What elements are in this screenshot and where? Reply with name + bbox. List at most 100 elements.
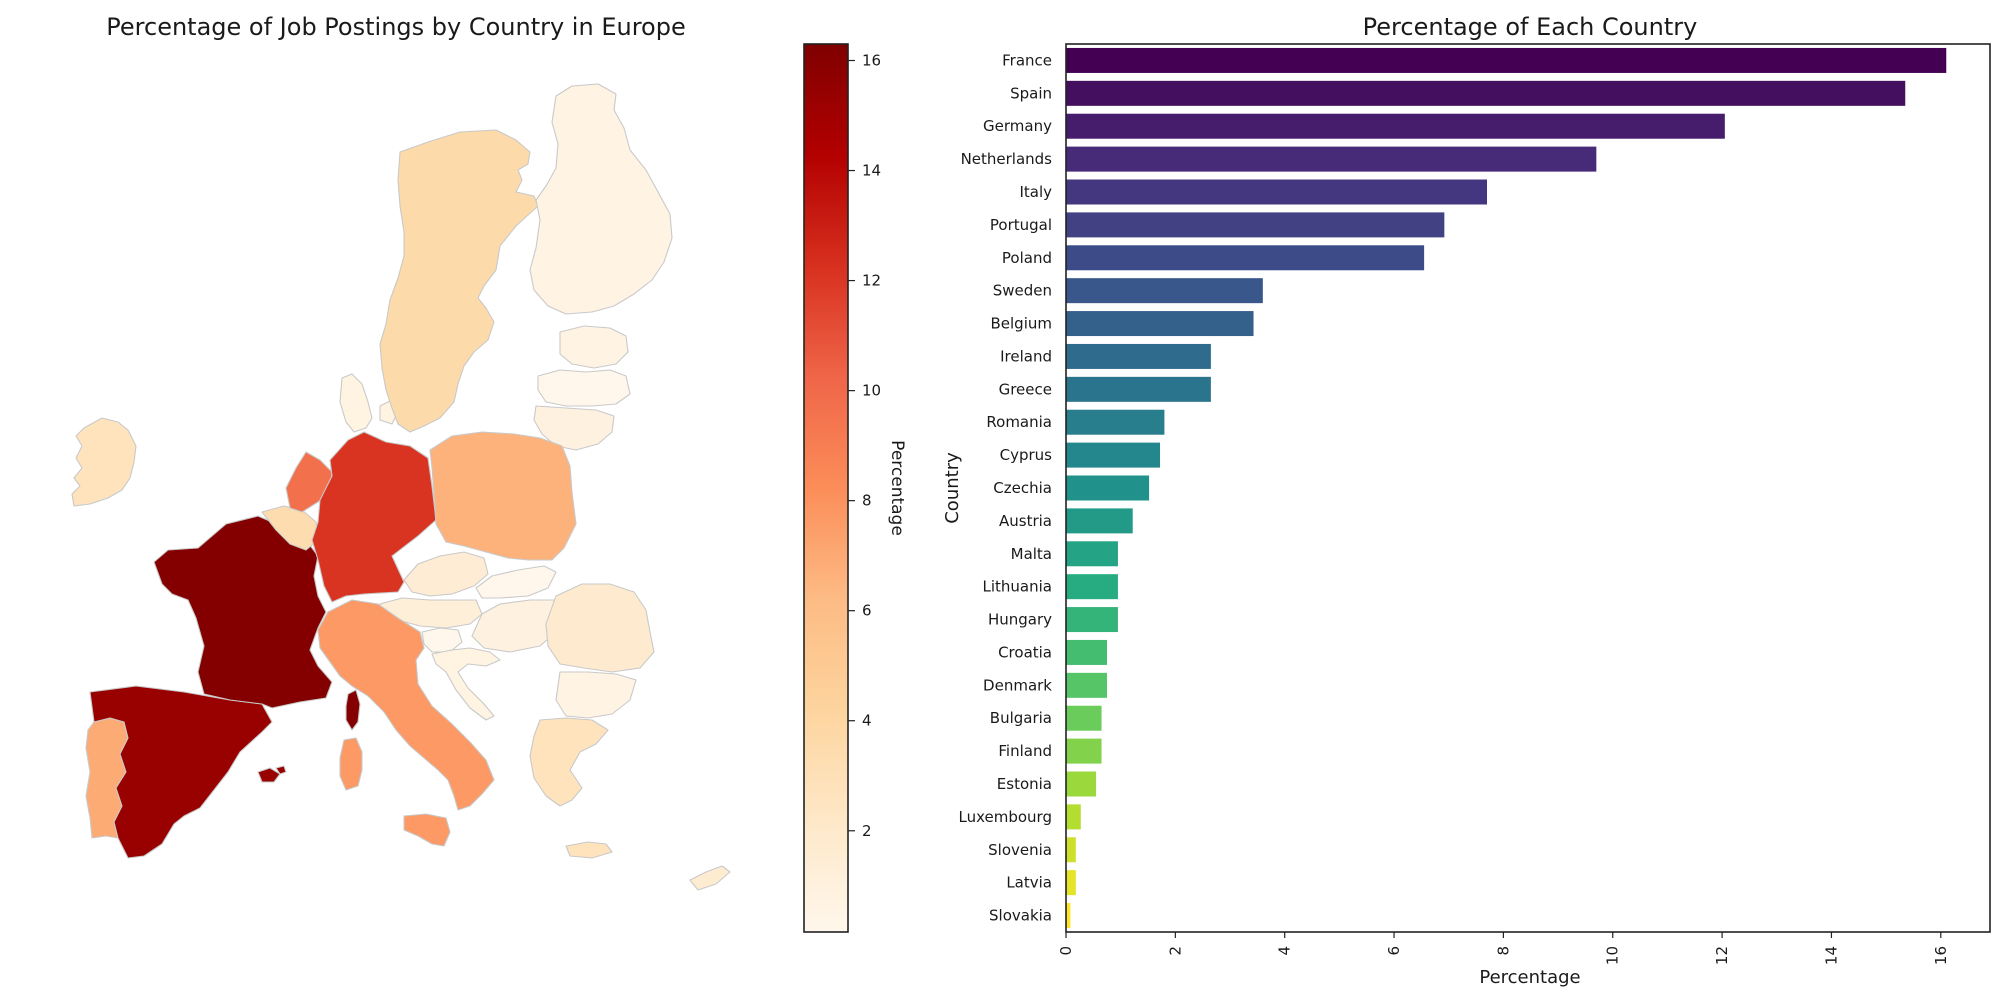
bar-category-labels: France Spain Germany Netherlands Italy Portug… [959, 51, 1053, 924]
colorbar-gradient [804, 44, 848, 932]
x-tick-label: 0 [1057, 946, 1075, 956]
region-sweden [379, 129, 539, 433]
region-finland [529, 83, 673, 315]
region-croatia [431, 647, 501, 721]
bar-series [1066, 47, 1947, 929]
bar-germany [1066, 113, 1725, 139]
bar-portugal [1066, 212, 1445, 238]
bar-france [1066, 47, 1947, 73]
category-label: Luxembourg [959, 808, 1053, 826]
bar-denmark [1066, 672, 1108, 698]
category-label: Slovakia [989, 907, 1052, 925]
x-tick-label: 16 [1932, 946, 1950, 965]
region-germany [311, 431, 437, 603]
colorbar-tick-label: 12 [862, 272, 881, 290]
region-latvia [537, 369, 631, 407]
bar-slovenia [1066, 837, 1076, 863]
category-label: Portugal [990, 216, 1052, 234]
bar-croatia [1066, 639, 1108, 665]
category-label: Slovenia [988, 841, 1052, 859]
colorbar-tick-label: 14 [862, 162, 881, 180]
category-label: France [1002, 51, 1052, 69]
category-label: Czechia [993, 479, 1052, 497]
region-italy [317, 599, 495, 811]
x-tick-label: 12 [1713, 946, 1731, 965]
category-label: Finland [998, 742, 1052, 760]
bar-luxembourg [1066, 804, 1081, 830]
bar-czechia [1066, 475, 1150, 501]
category-label: Austria [999, 512, 1052, 530]
colorbar-tick-label: 10 [862, 382, 881, 400]
category-label: Ireland [1000, 347, 1052, 365]
map-title: Percentage of Job Postings by Country in… [106, 13, 685, 41]
region-slovakia [475, 565, 557, 599]
x-tick-label: 4 [1276, 946, 1294, 956]
category-label: Sweden [993, 282, 1052, 300]
region-estonia [559, 325, 629, 369]
bar-finland [1066, 738, 1102, 764]
bar-sweden [1066, 278, 1263, 304]
x-tick-label: 6 [1385, 946, 1403, 956]
x-tick-label: 8 [1494, 946, 1512, 956]
bar-x-axis-label: Percentage [1479, 967, 1580, 988]
category-label: Hungary [988, 611, 1052, 629]
bar-netherlands [1066, 146, 1597, 172]
colorbar-tick-label: 8 [862, 492, 872, 510]
bar-austria [1066, 508, 1133, 534]
region-ireland [71, 417, 137, 507]
bar-slovakia [1066, 903, 1071, 929]
region-greece [529, 717, 613, 859]
colorbar-ticks: 2 4 6 8 10 12 14 16 [848, 52, 881, 840]
bar-poland [1066, 245, 1425, 271]
category-label: Romania [986, 413, 1052, 431]
bar-panel: Percentage of Each Country France Spain Ge… [942, 13, 1991, 988]
colorbar-tick-label: 4 [862, 712, 872, 730]
x-tick-label: 10 [1604, 946, 1622, 965]
bar-greece [1066, 376, 1211, 402]
bar-romania [1066, 409, 1165, 435]
bar-title: Percentage of Each Country [1363, 13, 1698, 41]
region-romania [545, 583, 655, 673]
category-label: Croatia [998, 643, 1052, 661]
category-label: Estonia [997, 775, 1052, 793]
category-label: Greece [999, 380, 1052, 398]
category-label: Bulgaria [990, 709, 1052, 727]
bar-lithuania [1066, 574, 1118, 600]
bar-italy [1066, 179, 1487, 205]
region-sardinia [339, 737, 363, 791]
bar-estonia [1066, 771, 1097, 797]
category-label: Italy [1019, 183, 1052, 201]
x-tick-label: 14 [1822, 946, 1840, 965]
colorbar-frame [803, 43, 849, 933]
category-label: Poland [1002, 249, 1052, 267]
category-label: Spain [1010, 84, 1052, 102]
category-label: Germany [983, 117, 1052, 135]
category-label: Cyprus [1000, 446, 1053, 464]
bar-spain [1066, 80, 1906, 106]
category-label: Belgium [991, 315, 1053, 333]
colorbar-label: Percentage [887, 440, 907, 536]
region-spain [89, 685, 273, 859]
colorbar-tick-label: 2 [862, 822, 872, 840]
x-tick-label: 2 [1166, 946, 1184, 956]
colorbar-tick-label: 6 [862, 602, 872, 620]
colorbar-tick-label: 16 [862, 52, 881, 70]
bar-x-ticks: 0 2 4 6 8 10 12 14 16 [1057, 932, 1950, 965]
region-slovenia [421, 627, 463, 653]
bar-latvia [1066, 870, 1076, 896]
region-czechia [403, 551, 489, 597]
region-corsica [345, 689, 361, 731]
map-panel: Percentage of Job Postings by Country in… [71, 13, 731, 891]
bar-malta [1066, 541, 1118, 567]
region-poland [429, 431, 577, 561]
bar-belgium [1066, 311, 1254, 337]
category-label: Malta [1011, 545, 1052, 563]
bar-ireland [1066, 343, 1211, 369]
category-label: Lithuania [983, 578, 1052, 596]
region-bulgaria [555, 671, 637, 719]
bar-bulgaria [1066, 705, 1102, 731]
region-lithuania [533, 405, 615, 451]
bar-y-axis-label: Country [942, 452, 963, 524]
